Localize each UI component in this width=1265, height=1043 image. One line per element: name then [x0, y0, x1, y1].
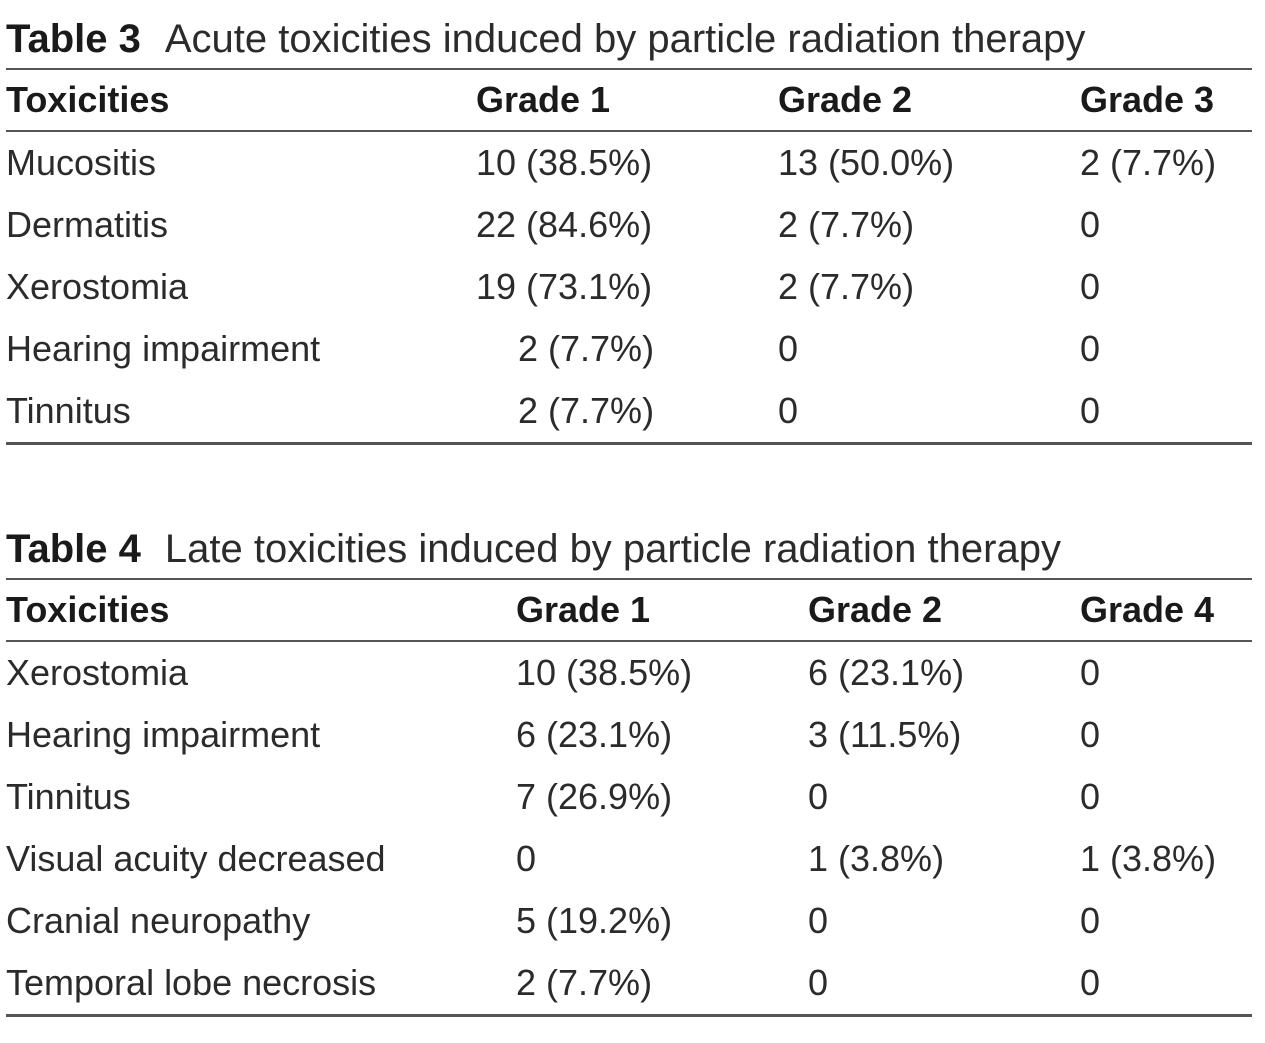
row-label: Mucositis — [6, 142, 157, 183]
table-row: Tinnitus 7 (26.9%) 0 0 — [6, 766, 1252, 828]
grade-2-cell: 1 (3.8%) — [808, 838, 945, 879]
bottom-rule — [6, 1014, 1252, 1017]
row-label: Hearing impairment — [6, 714, 321, 755]
grade-1-cell: 0 — [516, 838, 537, 879]
grade-2-cell: 0 — [778, 328, 799, 369]
header-row: Toxicities Grade 1 Grade 2 Grade 3 — [6, 70, 1252, 130]
table-label: Table 3 — [6, 17, 141, 61]
grade-3-cell: 0 — [1080, 204, 1101, 245]
header-row: Toxicities Grade 1 Grade 2 Grade 4 — [6, 580, 1252, 640]
table-4: Table 4 Late toxicities induced by partic… — [6, 520, 1252, 1017]
grade-4-cell: 0 — [1080, 962, 1101, 1003]
column-header-grade-2: Grade 2 — [778, 79, 913, 120]
table-caption: Table 4 Late toxicities induced by partic… — [6, 520, 1252, 578]
column-header-toxicities: Toxicities — [6, 79, 170, 120]
grade-2-cell: 13 (50.0%) — [778, 142, 955, 183]
header-rule — [6, 130, 1252, 132]
row-label: Dermatitis — [6, 204, 169, 245]
column-header-grade-3: Grade 3 — [1080, 79, 1215, 120]
table-row: Temporal lobe necrosis 2 (7.7%) 0 0 — [6, 952, 1252, 1014]
bottom-rule — [6, 442, 1252, 445]
top-rule — [6, 578, 1252, 580]
column-header-grade-2: Grade 2 — [808, 589, 943, 630]
grade-1-cell: 10 (38.5%) — [476, 142, 653, 183]
header-rule — [6, 640, 1252, 642]
grade-1-cell: 5 (19.2%) — [516, 900, 673, 941]
grade-2-cell: 0 — [808, 962, 829, 1003]
row-label: Tinnitus — [6, 390, 131, 431]
table-title: Late toxicities induced by particle radi… — [164, 527, 1061, 571]
grade-3-cell: 0 — [1080, 328, 1101, 369]
row-label: Xerostomia — [6, 652, 189, 693]
row-label: Visual acuity decreased — [6, 838, 386, 879]
table-row: Xerostomia 19 (73.1%) 2 (7.7%) 0 — [6, 256, 1252, 318]
grade-2-cell: 2 (7.7%) — [778, 204, 915, 245]
table-title: Acute toxicities induced by particle rad… — [164, 17, 1086, 61]
table-row: Dermatitis 22 (84.6%) 2 (7.7%) 0 — [6, 194, 1252, 256]
table-3: Table 3 Acute toxicities induced by parti… — [6, 10, 1252, 445]
top-rule — [6, 68, 1252, 70]
grade-1-cell: 10 (38.5%) — [516, 652, 693, 693]
table-caption: Table 3 Acute toxicities induced by parti… — [6, 10, 1252, 68]
table-row: Mucositis 10 (38.5%) 13 (50.0%) 2 (7.7%) — [6, 132, 1252, 194]
grade-1-cell: 19 (73.1%) — [476, 266, 653, 307]
grade-2-cell: 6 (23.1%) — [808, 652, 965, 693]
grade-2-cell: 3 (11.5%) — [808, 714, 962, 755]
table-row: Xerostomia 10 (38.5%) 6 (23.1%) 0 — [6, 642, 1252, 704]
column-header-grade-1: Grade 1 — [516, 589, 651, 630]
grade-1-cell: 6 (23.1%) — [516, 714, 673, 755]
grade-2-cell: 0 — [778, 390, 799, 431]
row-label: Xerostomia — [6, 266, 189, 307]
grade-4-cell: 0 — [1080, 776, 1101, 817]
grade-1-cell: 2 (7.7%) — [518, 390, 655, 431]
row-label: Tinnitus — [6, 776, 131, 817]
table-row: Cranial neuropathy 5 (19.2%) 0 0 — [6, 890, 1252, 952]
row-label: Temporal lobe necrosis — [6, 962, 377, 1003]
table-label: Table 4 — [6, 527, 141, 571]
column-header-grade-4: Grade 4 — [1080, 589, 1215, 630]
grade-1-cell: 7 (26.9%) — [516, 776, 673, 817]
table-row: Tinnitus 2 (7.7%) 0 0 — [6, 380, 1252, 442]
grade-4-cell: 0 — [1080, 900, 1101, 941]
row-label: Hearing impairment — [6, 328, 321, 369]
grade-1-cell: 2 (7.7%) — [516, 962, 653, 1003]
table-row: Hearing impairment 6 (23.1%) 3 (11.5%) 0 — [6, 704, 1252, 766]
grade-3-cell: 0 — [1080, 266, 1101, 307]
grade-2-cell: 0 — [808, 900, 829, 941]
column-header-grade-1: Grade 1 — [476, 79, 611, 120]
table-row: Visual acuity decreased 0 1 (3.8%) 1 (3.… — [6, 828, 1252, 890]
grade-2-cell: 2 (7.7%) — [778, 266, 915, 307]
grade-1-cell: 2 (7.7%) — [518, 328, 655, 369]
grade-4-cell: 0 — [1080, 652, 1101, 693]
grade-3-cell: 0 — [1080, 390, 1101, 431]
grade-4-cell: 0 — [1080, 714, 1101, 755]
grade-1-cell: 22 (84.6%) — [476, 204, 653, 245]
grade-2-cell: 0 — [808, 776, 829, 817]
table-row: Hearing impairment 2 (7.7%) 0 0 — [6, 318, 1252, 380]
grade-4-cell: 1 (3.8%) — [1080, 838, 1217, 879]
row-label: Cranial neuropathy — [6, 900, 311, 941]
column-header-toxicities: Toxicities — [6, 589, 170, 630]
grade-3-cell: 2 (7.7%) — [1080, 142, 1217, 183]
